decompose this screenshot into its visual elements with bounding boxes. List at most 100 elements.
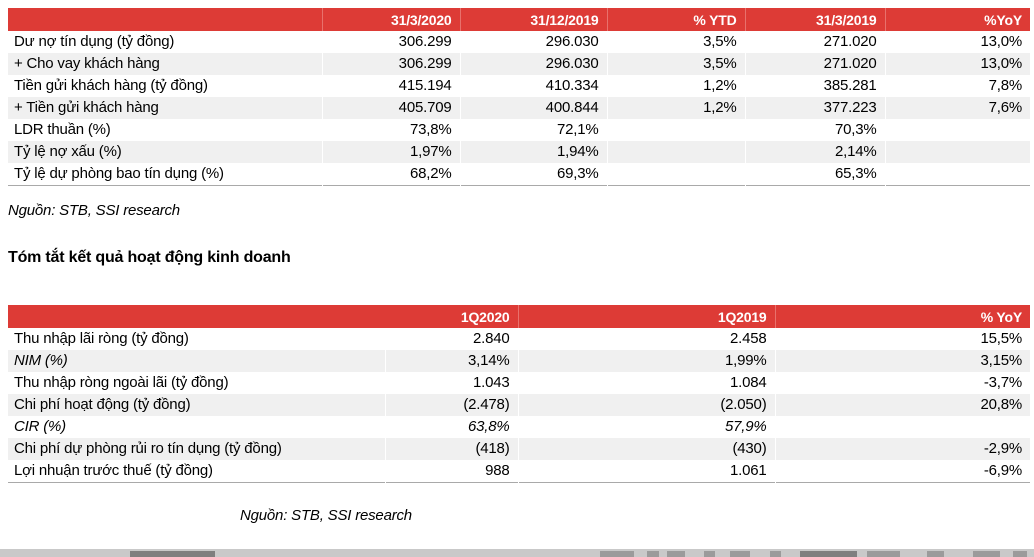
cell-value: 2.458 (518, 328, 776, 351)
toolbar-fragment (927, 551, 944, 557)
cell-value: 65,3% (745, 163, 886, 186)
row-label: Chi phí dự phòng rủi ro tín dụng (tỷ đồn… (8, 438, 386, 461)
section-heading: Tóm tắt kết quả hoạt động kinh doanh (8, 249, 291, 266)
toolbar-fragment (130, 551, 215, 557)
cell-value: (418) (385, 438, 519, 461)
toolbar-fragment (973, 551, 1000, 557)
table-row: Dư nợ tín dụng (tỷ đồng) 306.299 296.030 3,… (8, 31, 1030, 53)
cell-value: 400.844 (460, 97, 608, 119)
row-label: NIM (%) (8, 350, 386, 373)
row-label-text: NIM (%) (14, 352, 68, 370)
toolbar-fragment (1013, 551, 1027, 557)
table-row: + Cho vay khách hàng 306.299 296.030 3,5% 27… (8, 53, 1030, 75)
row-label-text: Tỷ lệ dự phòng bao tín dụng (%) (14, 165, 224, 182)
cell-value: 3,14% (385, 350, 519, 373)
cell-value: -2,9% (775, 438, 1030, 461)
row-label: Dư nợ tín dụng (tỷ đồng) (8, 31, 323, 53)
column-header: %YoY (885, 8, 1030, 31)
row-label: Tỷ lệ dự phòng bao tín dụng (%) (8, 163, 323, 186)
cell-value: 57,9% (518, 416, 776, 439)
table-row: Tiền gửi khách hàng (tỷ đồng) 415.194 410.… (8, 75, 1030, 97)
column-header: % YTD (607, 8, 746, 31)
source-note: Nguồn: STB, SSI research (240, 507, 412, 525)
toolbar-fragment (667, 551, 685, 557)
cell-value: 296.030 (460, 31, 608, 53)
cell-value (607, 119, 746, 141)
table-row: Thu nhập ròng ngoài lãi (tỷ đồng) 1.043 1.… (8, 372, 1030, 395)
column-header: 31/12/2019 (460, 8, 608, 31)
table-row: Tỷ lệ nợ xấu (%) 1,97% 1,94% 2,14% (8, 141, 1030, 163)
bottom-toolbar-sliver[interactable] (0, 549, 1034, 557)
cell-value: 377.223 (745, 97, 886, 119)
row-label-text: Tỷ lệ nợ xấu (%) (14, 143, 122, 160)
row-label-text: Thu nhập ròng ngoài lãi (tỷ đồng) (14, 374, 229, 392)
cell-value: 306.299 (322, 31, 461, 53)
cell-value: 271.020 (745, 53, 886, 75)
cell-value: 1,99% (518, 350, 776, 373)
table-row: NIM (%) 3,14% 1,99% 3,15% (8, 350, 1030, 373)
toolbar-fragment (730, 551, 750, 557)
cell-value: 72,1% (460, 119, 608, 141)
table-row: LDR thuần (%) 73,8% 72,1% 70,3% (8, 119, 1030, 141)
table-row: Lợi nhuận trước thuế (tỷ đồng) 988 1.061 -6… (8, 460, 1030, 483)
cell-value: 70,3% (745, 119, 886, 141)
cell-value: 988 (385, 460, 519, 483)
table-row: Chi phí dự phòng rủi ro tín dụng (tỷ đồn… (8, 438, 1030, 461)
report-page: 31/3/2020 31/12/2019% YTD 31/3/2019 %YoY Dư… (8, 8, 1030, 525)
cell-value: 385.281 (745, 75, 886, 97)
table-row: Tỷ lệ dự phòng bao tín dụng (%) 68,2% 69,3… (8, 163, 1030, 186)
toolbar-fragment (647, 551, 659, 557)
balance-sheet-table: 31/3/2020 31/12/2019% YTD 31/3/2019 %YoY Dư… (8, 8, 1030, 186)
table-row: CIR (%) 63,8% 57,9% (8, 416, 1030, 439)
cell-value: 1.061 (518, 460, 776, 483)
row-label: Thu nhập ròng ngoài lãi (tỷ đồng) (8, 372, 386, 395)
column-header: 1Q2019 (518, 305, 776, 328)
row-label: Thu nhập lãi ròng (tỷ đồng) (8, 328, 386, 351)
row-label-text: CIR (%) (14, 418, 66, 436)
cell-value: 306.299 (322, 53, 461, 75)
toolbar-fragment (770, 551, 781, 557)
table-row: Chi phí hoạt động (tỷ đồng) (2.478) (2.050… (8, 394, 1030, 417)
toolbar-fragment (867, 551, 900, 557)
cell-value: 68,2% (322, 163, 461, 186)
cell-value: 7,8% (988, 77, 1023, 94)
cell-value: (2.478) (385, 394, 519, 417)
cell-value: 20,8% (775, 394, 1030, 417)
cell-value: 1,2% (607, 75, 746, 97)
cell-value: 271.020 (745, 31, 886, 53)
row-label-text: Thu nhập lãi ròng (tỷ đồng) (14, 330, 189, 348)
cell-value: 3,15% (775, 350, 1030, 373)
cell-value: 69,3% (460, 163, 608, 186)
toolbar-fragment (600, 551, 634, 557)
cell-value: (430) (518, 438, 776, 461)
row-label-text: Lợi nhuận trước thuế (tỷ đồng) (14, 462, 213, 480)
cell-value: -3,7% (983, 374, 1022, 392)
row-label-text: Chi phí dự phòng rủi ro tín dụng (tỷ đồn… (14, 440, 282, 458)
cell-value: 415.194 (322, 75, 461, 97)
cell-value: 13,0% (885, 53, 1030, 75)
row-label: Chi phí hoạt động (tỷ đồng) (8, 394, 386, 417)
cell-value (885, 163, 1030, 186)
cell-value: 7,6% (885, 97, 1030, 119)
row-label-text: Chi phí hoạt động (tỷ đồng) (14, 396, 191, 414)
column-header: 1Q2020 (385, 305, 519, 328)
cell-value: 405.709 (322, 97, 461, 119)
column-header: 31/3/2019 (745, 8, 886, 31)
row-label: LDR thuần (%) (8, 119, 323, 141)
column-header (8, 8, 323, 31)
cell-value: 73,8% (322, 119, 461, 141)
cell-value: 1.043 (385, 372, 519, 395)
row-label: Tỷ lệ nợ xấu (%) (8, 141, 323, 163)
cell-value: 3,5% (607, 53, 746, 75)
cell-value: 410.334 (460, 75, 608, 97)
cell-value: 13,0% (980, 33, 1022, 50)
column-header: % YoY (775, 305, 1030, 328)
table-header-row: 31/3/2020 31/12/2019% YTD 31/3/2019 %YoY (8, 8, 1030, 31)
cell-value: 1.084 (518, 372, 776, 395)
cell-value: 1,2% (607, 97, 746, 119)
toolbar-fragment (800, 551, 857, 557)
row-label: Tiền gửi khách hàng (tỷ đồng) (8, 75, 323, 97)
cell-value: (2.050) (518, 394, 776, 417)
cell-value: -6,9% (983, 462, 1022, 480)
table-header-row: 1Q2020 1Q2019% YoY (8, 305, 1030, 328)
